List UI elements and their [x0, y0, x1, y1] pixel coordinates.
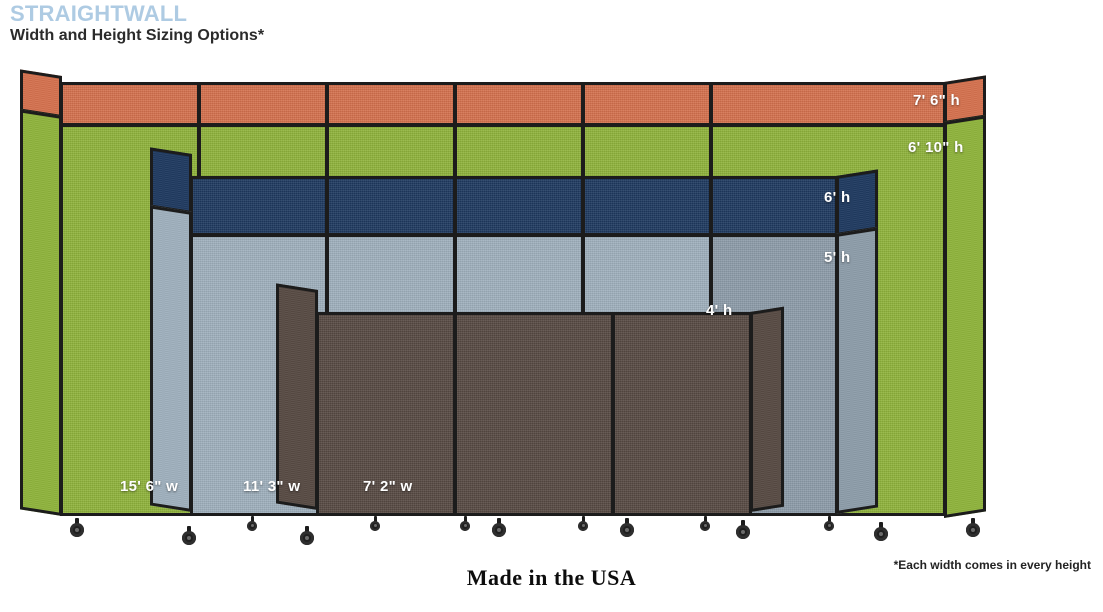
panel-orange-bay-5 — [582, 82, 712, 126]
panel-navy-bay-1 — [190, 176, 328, 236]
width-label-15-6: 15' 6" w — [120, 478, 179, 495]
panel-mocha-bay-2 — [454, 312, 614, 516]
height-label-7-6: 7' 6" h — [913, 92, 960, 109]
panel-green-return-right — [944, 115, 986, 519]
made-in-usa-text: Made in the USA — [466, 565, 637, 590]
footnote-text: *Each width comes in every height — [893, 558, 1091, 572]
width-label-7-2: 7' 2" w — [363, 478, 413, 495]
panel-orange-bay-1 — [60, 82, 200, 126]
panel-green-return-left — [20, 109, 62, 517]
panel-navy-bay-3 — [454, 176, 584, 236]
panel-orange-bay-6 — [710, 82, 946, 126]
panel-steel-return-left — [150, 205, 192, 513]
height-label-5-0: 5' h — [824, 249, 851, 266]
page-header: STRAIGHTWALL Width and Height Sizing Opt… — [10, 2, 264, 45]
height-label-6-10: 6' 10" h — [908, 139, 964, 156]
panel-orange-bay-2 — [198, 82, 328, 126]
height-label-4-0: 4' h — [706, 302, 733, 319]
brand-title: STRAIGHTWALL — [10, 1, 188, 26]
panel-orange-bay-3 — [326, 82, 456, 126]
panel-navy-return-left — [150, 147, 192, 214]
panel-mocha-return-right — [750, 306, 784, 512]
height-label-6-0: 6' h — [824, 189, 851, 206]
panel-navy-bay-2 — [326, 176, 456, 236]
panel-navy-bay-4 — [582, 176, 712, 236]
panel-mocha-return-left — [276, 283, 318, 510]
panel-navy-bay-5 — [710, 176, 838, 236]
panel-steel-return-right — [836, 227, 878, 515]
page-subtitle: Width and Height Sizing Options* — [10, 27, 265, 45]
panel-orange-bay-4 — [454, 82, 584, 126]
product-illustration: 7' 6" h 6' 10" h 6' h 5' h 4' h 15' 6" w… — [0, 58, 1103, 558]
width-label-11-3: 11' 3" w — [243, 478, 301, 495]
panel-mocha-bay-3 — [612, 312, 752, 516]
